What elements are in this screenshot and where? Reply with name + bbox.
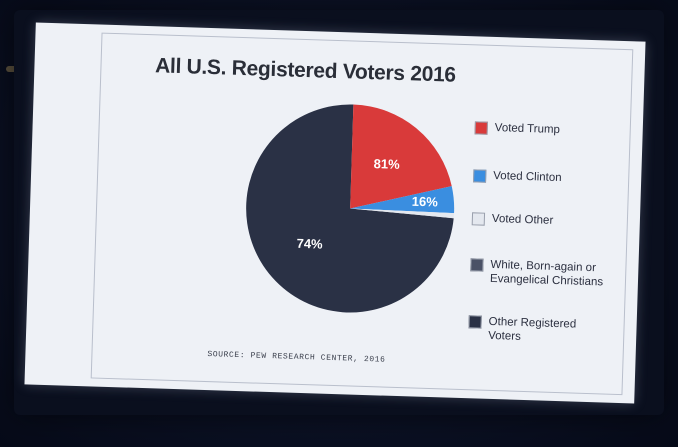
pie-label-other-registered-voters: 74%	[296, 236, 323, 252]
pie-label-voted-clinton: 16%	[412, 194, 439, 210]
legend-swatch	[470, 258, 484, 272]
pie-slice-voted-clinton	[350, 186, 455, 214]
pie-chart: 74% 81% 16%	[237, 95, 464, 322]
legend-swatch	[474, 121, 488, 135]
pie-slice-voted-other	[350, 208, 455, 219]
pie-slice-other-registered-voters	[246, 104, 454, 313]
legend-swatch	[468, 315, 482, 329]
pie-label-voted-trump: 81%	[373, 156, 400, 172]
legend-swatch	[473, 169, 487, 183]
background-light	[6, 66, 20, 72]
legend-label: Other Registered Voters	[488, 315, 577, 343]
pie-svg: 74% 81% 16%	[246, 104, 455, 313]
pie-slice-voted-trump	[350, 104, 452, 209]
legend-item: Other Registered Voters	[468, 314, 609, 346]
legend-item: White, Born-again or Evangelical Christi…	[470, 257, 611, 289]
legend-swatch	[471, 212, 486, 226]
legend-label: White, Born-again or Evangelical Christi…	[489, 258, 604, 289]
slide-screen: All U.S. Registered Voters 2016 74% 81% 16…	[24, 22, 646, 404]
